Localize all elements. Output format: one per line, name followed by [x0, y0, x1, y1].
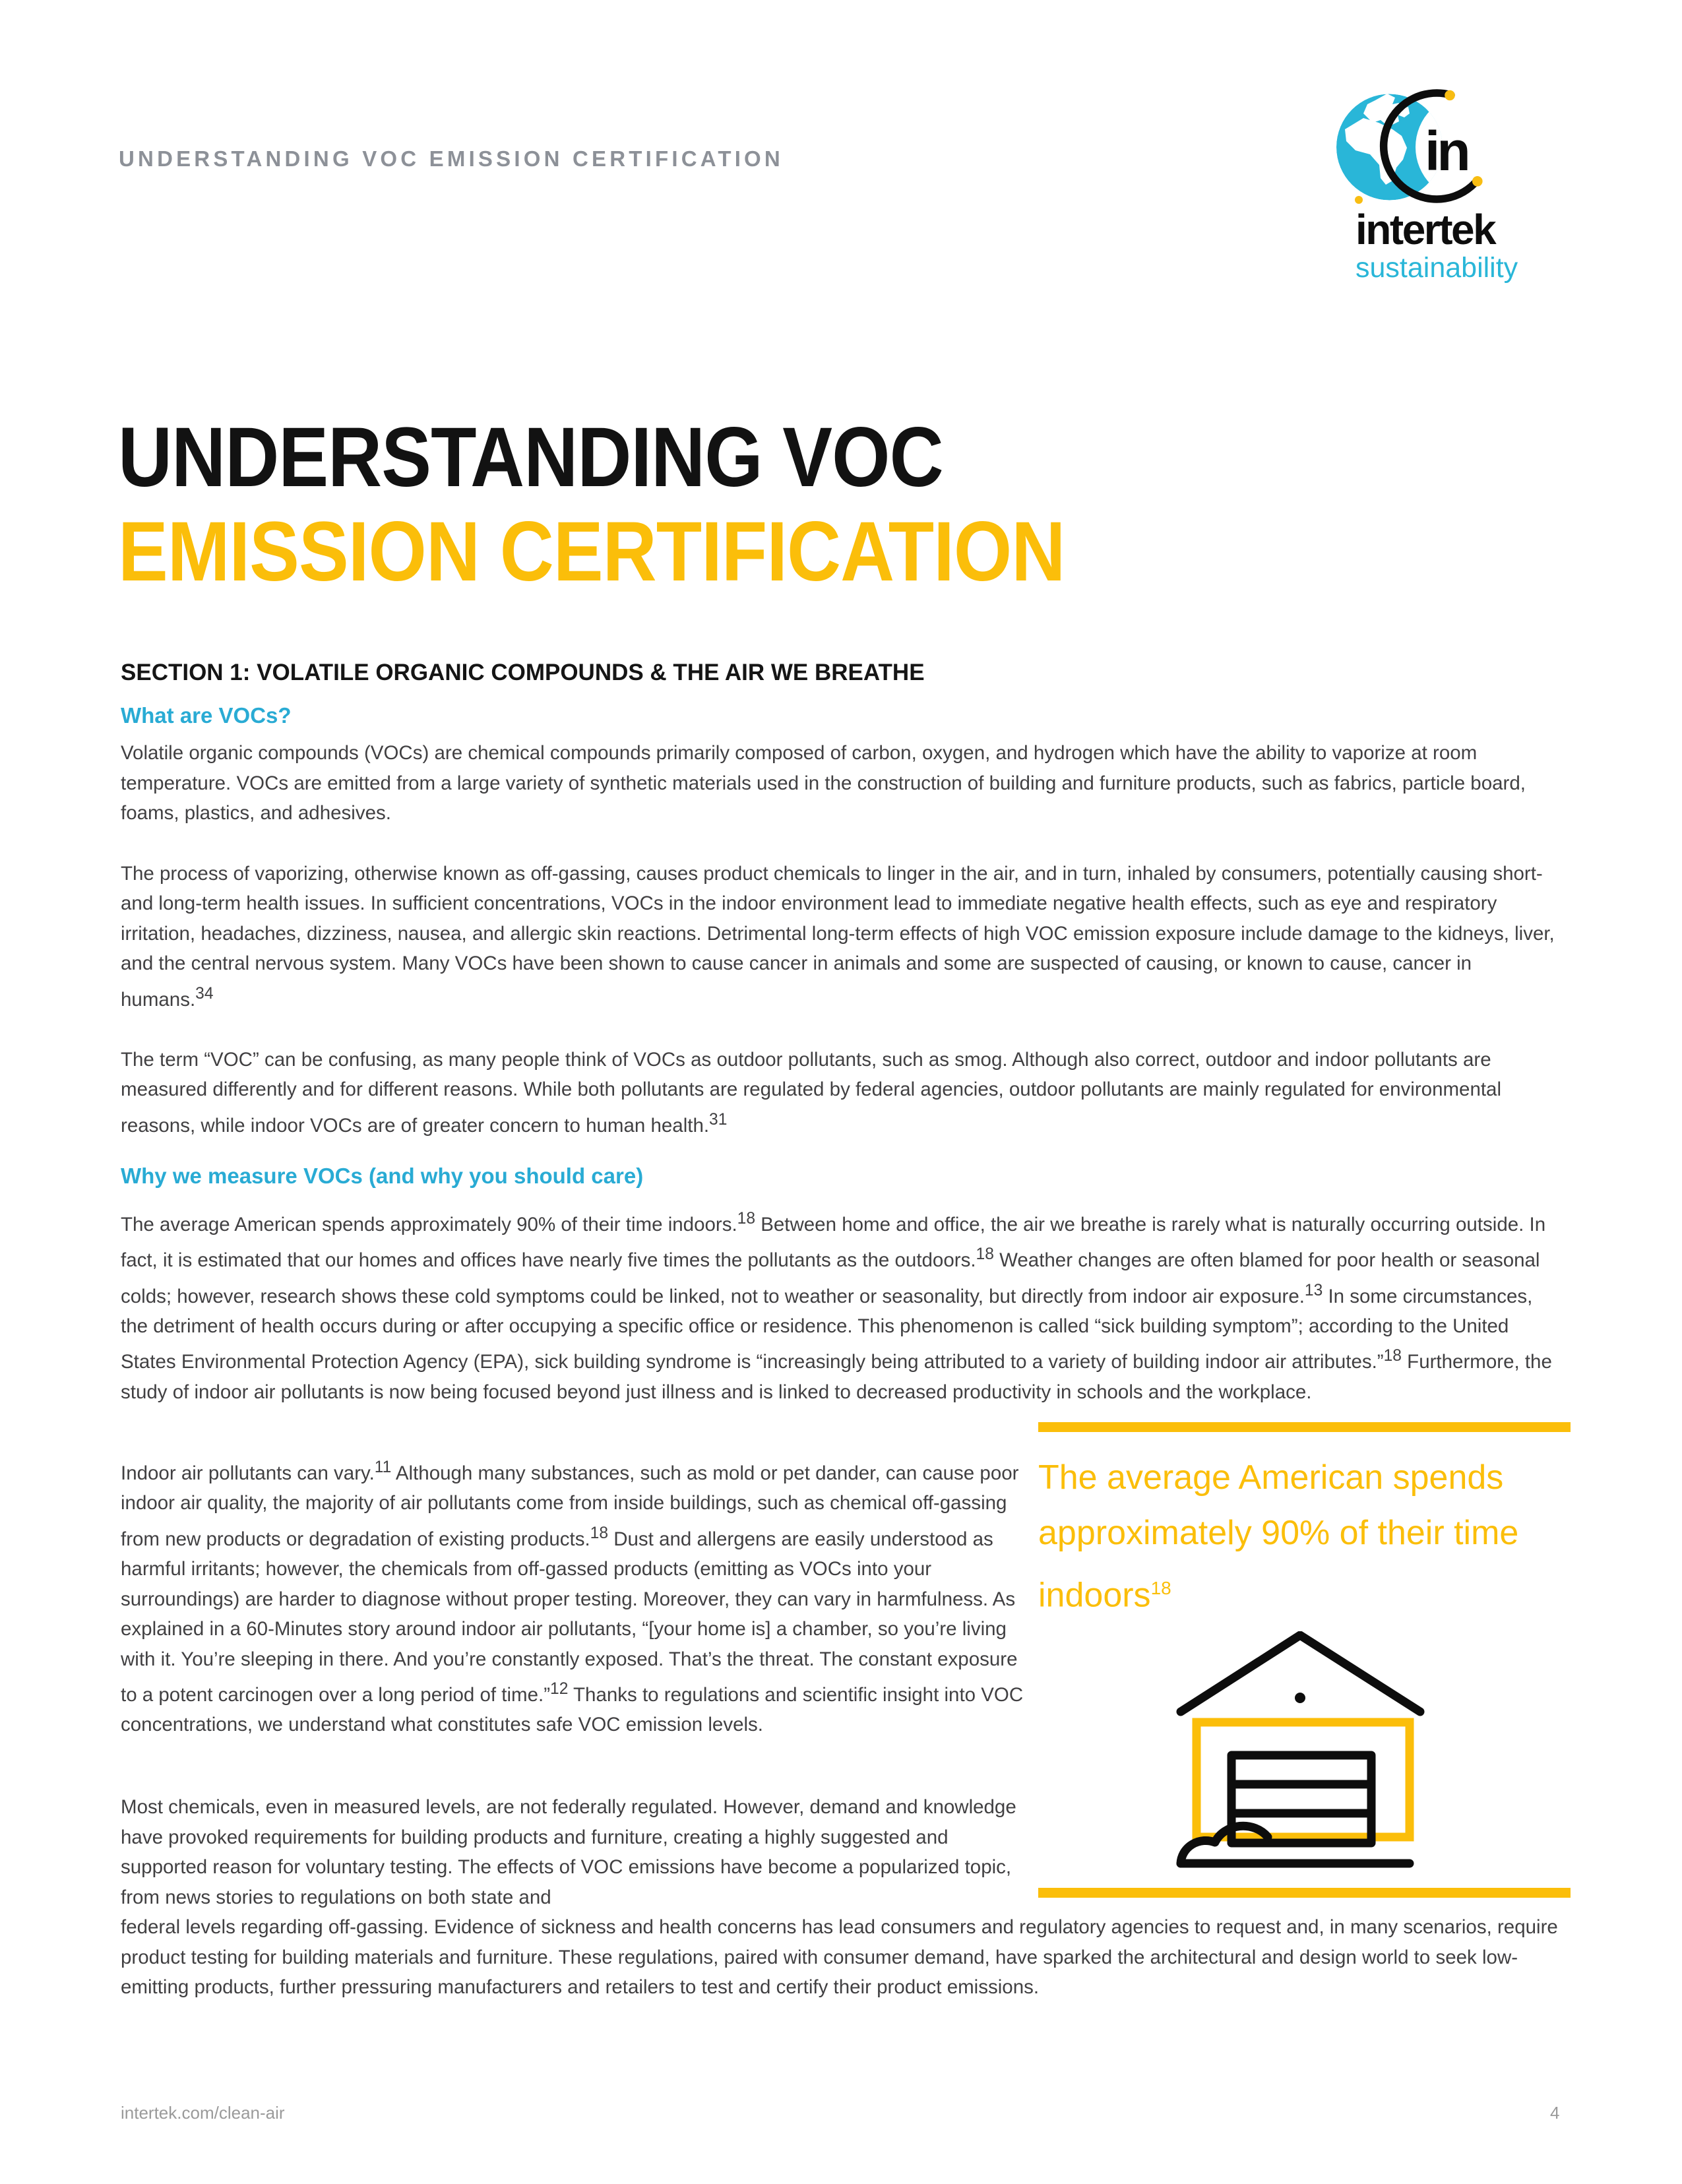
- svg-text:intertek: intertek: [1355, 206, 1497, 253]
- svg-text:in: in: [1425, 120, 1468, 182]
- svg-text:sustainability: sustainability: [1355, 252, 1518, 284]
